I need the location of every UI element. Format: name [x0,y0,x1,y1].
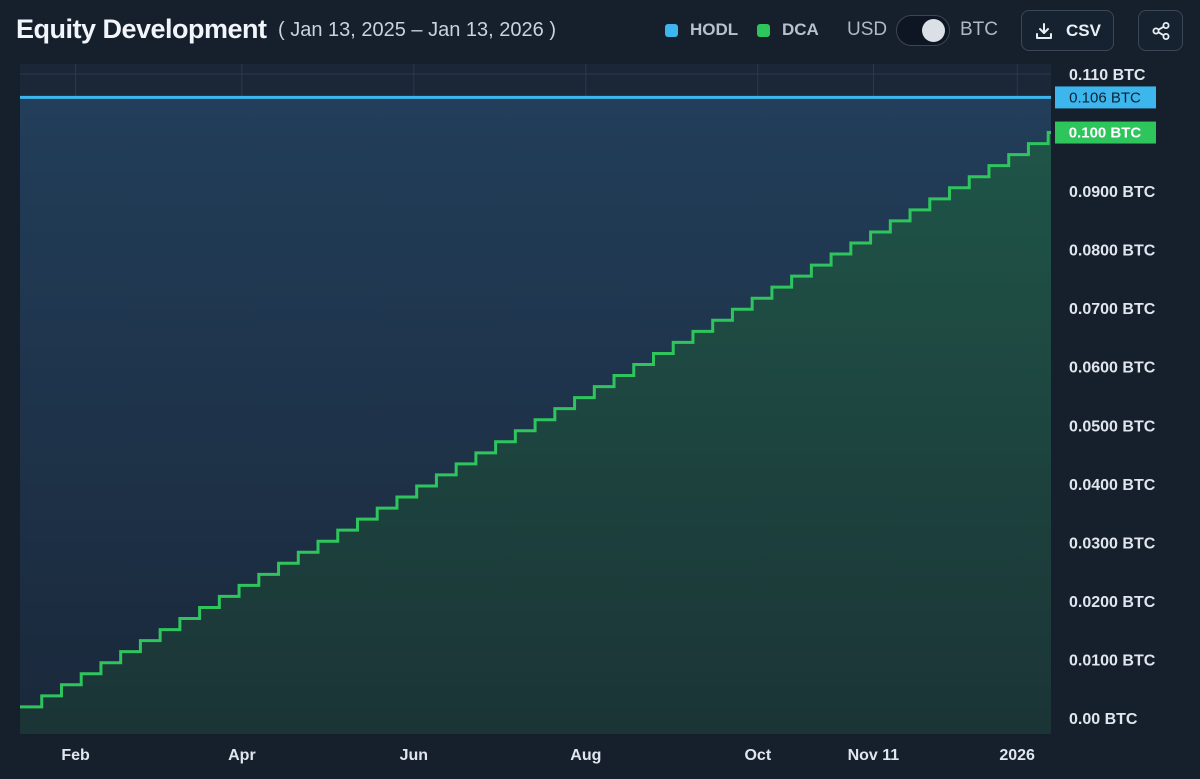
share-button[interactable] [1138,10,1183,51]
csv-export-button[interactable]: CSV [1021,10,1114,51]
legend-item-dca[interactable]: DCA [757,20,819,40]
last-value-label-dca: 0.100 BTC [1069,125,1142,142]
y-tick-label: 0.0500 BTC [1069,418,1156,435]
y-tick-label: 0.0900 BTC [1069,184,1156,201]
chart-title: Equity Development [16,14,267,44]
y-tick-label: 0.00 BTC [1069,711,1138,728]
y-axis: 0.00 BTC 0.0100 BTC 0.0200 BTC 0.0300 BTC 0.… [1069,67,1156,728]
y-tick-label: 0.0600 BTC [1069,360,1156,377]
last-value-label-hodl: 0.106 BTC [1069,89,1141,106]
x-tick-label: Oct [744,747,771,764]
y-tick-label: 0.0100 BTC [1069,652,1156,669]
last-value-badge-hodl [1055,86,1156,109]
y-tick-label: 0.110 BTC [1069,67,1146,84]
series-areas [20,97,1051,734]
x-tick-label: Nov 11 [848,747,900,764]
unit-label-btc[interactable]: BTC [960,19,998,40]
chart-header: Equity Development ( Jan 13, 2025 – Jan … [0,0,1200,64]
x-tick-label: Apr [228,747,256,764]
csv-label: CSV [1066,20,1101,40]
dca-area [20,132,1051,734]
series-lines [20,95,1051,709]
share-icon [1151,21,1171,41]
download-icon [1034,21,1054,41]
x-tick-label: Aug [570,747,601,764]
legend-label-hodl: HODL [690,20,739,39]
hodl-color-swatch [665,23,678,37]
x-tick-label: 2026 [999,747,1035,764]
unit-label-usd[interactable]: USD [847,19,888,40]
dca-line [20,131,1051,709]
toggle-knob [922,19,945,42]
last-value-labels: 0.106 BTC 0.100 BTC [1055,86,1156,144]
dca-color-swatch [757,23,770,37]
legend-label-dca: DCA [782,20,819,39]
y-tick-label: 0.0300 BTC [1069,535,1156,552]
x-tick-label: Feb [61,747,90,764]
y-tick-label: 0.0800 BTC [1069,243,1156,260]
x-axis: Feb Apr Jun Aug Oct Nov 11 2026 [61,747,1035,764]
unit-toggle-switch[interactable] [896,15,950,46]
y-tick-label: 0.0700 BTC [1069,301,1156,318]
equity-chart[interactable]: 0.00 BTC 0.0100 BTC 0.0200 BTC 0.0300 BTC 0.… [0,64,1200,779]
date-range: ( Jan 13, 2025 – Jan 13, 2026 ) [278,19,556,41]
x-tick-label: Jun [400,747,428,764]
legend-item-hodl[interactable]: HODL [665,20,738,40]
y-tick-label: 0.0400 BTC [1069,477,1156,494]
last-value-badge-dca [1055,121,1156,144]
y-tick-label: 0.0200 BTC [1069,594,1156,611]
